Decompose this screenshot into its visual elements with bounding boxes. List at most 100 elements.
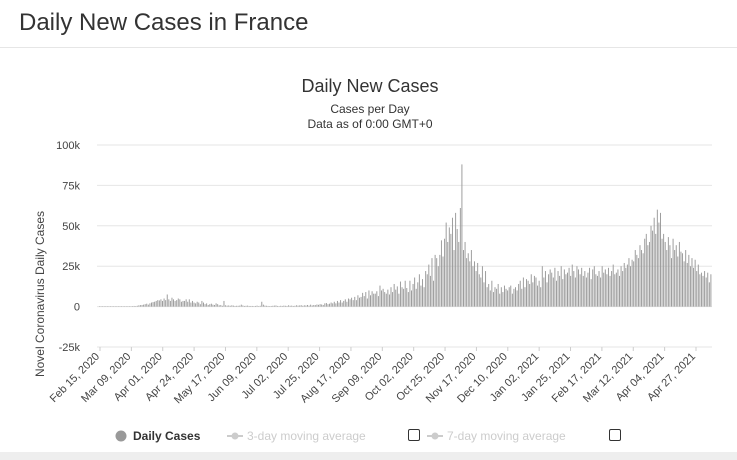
- legend-marker-daily-cases[interactable]: [115, 430, 127, 442]
- y-tick-label: 100k: [56, 140, 80, 152]
- bar: [470, 250, 472, 307]
- bar: [404, 280, 406, 307]
- bar: [284, 305, 286, 307]
- bar: [352, 300, 354, 307]
- bar: [697, 264, 699, 307]
- bar: [444, 238, 446, 307]
- bar: [628, 258, 630, 307]
- bar: [625, 267, 627, 307]
- legend-item-daily-cases[interactable]: Daily Cases: [133, 429, 201, 443]
- bar: [674, 250, 676, 307]
- bar: [658, 222, 660, 307]
- bar: [384, 292, 386, 307]
- legend-marker-3day[interactable]: [231, 432, 239, 440]
- bar: [442, 256, 444, 307]
- bar: [158, 300, 160, 307]
- bar: [589, 267, 591, 307]
- bar: [617, 269, 619, 307]
- bar: [300, 305, 302, 307]
- chart-subtitle: Cases per Day: [330, 102, 409, 116]
- bar: [614, 274, 616, 307]
- bar: [220, 304, 222, 307]
- bar: [656, 209, 658, 307]
- y-axis-ticks: 100k 75k 50k 25k 0 -25k: [56, 140, 80, 354]
- legend-marker-7day[interactable]: [431, 432, 439, 440]
- bar: [341, 302, 343, 307]
- bar: [600, 277, 602, 307]
- bar: [414, 277, 416, 307]
- bar: [585, 277, 587, 307]
- bar: [459, 208, 461, 307]
- bar: [223, 300, 225, 307]
- chart-title: Daily New Cases: [301, 76, 438, 96]
- bar: [675, 245, 677, 307]
- bar: [302, 305, 304, 307]
- bar: [604, 269, 606, 307]
- bar: [379, 285, 381, 307]
- bar: [660, 212, 661, 307]
- bar: [603, 272, 605, 307]
- bar: [702, 275, 704, 307]
- bar: [664, 241, 666, 307]
- bar: [166, 294, 168, 307]
- bar: [494, 287, 496, 307]
- bar: [149, 303, 151, 307]
- bar: [377, 296, 379, 307]
- checkbox-3day[interactable]: [408, 429, 420, 441]
- bar: [530, 274, 532, 307]
- bar: [307, 304, 308, 307]
- bar: [694, 259, 696, 307]
- bar: [321, 304, 323, 307]
- bar: [552, 277, 554, 307]
- bar: [555, 280, 557, 307]
- bar: [155, 300, 157, 307]
- bar: [360, 296, 362, 307]
- bar: [313, 304, 315, 307]
- bar: [434, 254, 436, 307]
- bar: [283, 305, 285, 307]
- bar: [576, 266, 578, 307]
- bar: [203, 302, 204, 307]
- bar: [554, 267, 556, 307]
- bar: [573, 271, 575, 307]
- bar: [567, 272, 568, 307]
- bar: [234, 305, 236, 307]
- bar: [226, 305, 228, 307]
- bar: [308, 305, 310, 307]
- bar: [240, 304, 242, 307]
- bar: [239, 305, 241, 307]
- bar: [548, 274, 550, 307]
- bar: [686, 262, 688, 307]
- bar: [611, 271, 613, 307]
- legend-item-7day[interactable]: 7-day moving average: [447, 429, 566, 443]
- bar: [357, 295, 359, 307]
- bar: [497, 283, 499, 307]
- bar: [221, 305, 223, 307]
- bar: [180, 301, 182, 307]
- bar: [426, 274, 428, 307]
- bar: [355, 300, 357, 307]
- bar: [333, 301, 335, 307]
- bar: [250, 305, 252, 307]
- bar: [623, 262, 625, 307]
- bar: [633, 261, 635, 307]
- bar: [499, 293, 501, 307]
- bar: [201, 300, 203, 307]
- checkbox-7day[interactable]: [609, 429, 621, 441]
- bar: [292, 305, 294, 307]
- bar: [368, 290, 370, 307]
- bar: [195, 303, 197, 307]
- bar: [584, 271, 586, 307]
- bar: [151, 302, 152, 307]
- bar: [527, 280, 529, 307]
- legend[interactable]: Daily Cases 3-day moving average 7-day mov…: [115, 429, 621, 443]
- bar: [392, 292, 394, 307]
- bar: [286, 305, 288, 307]
- bar: [685, 250, 687, 307]
- legend-item-3day[interactable]: 3-day moving average: [247, 429, 366, 443]
- bar: [581, 267, 583, 307]
- bar: [478, 274, 480, 307]
- bar: [451, 217, 453, 307]
- bar: [146, 303, 148, 307]
